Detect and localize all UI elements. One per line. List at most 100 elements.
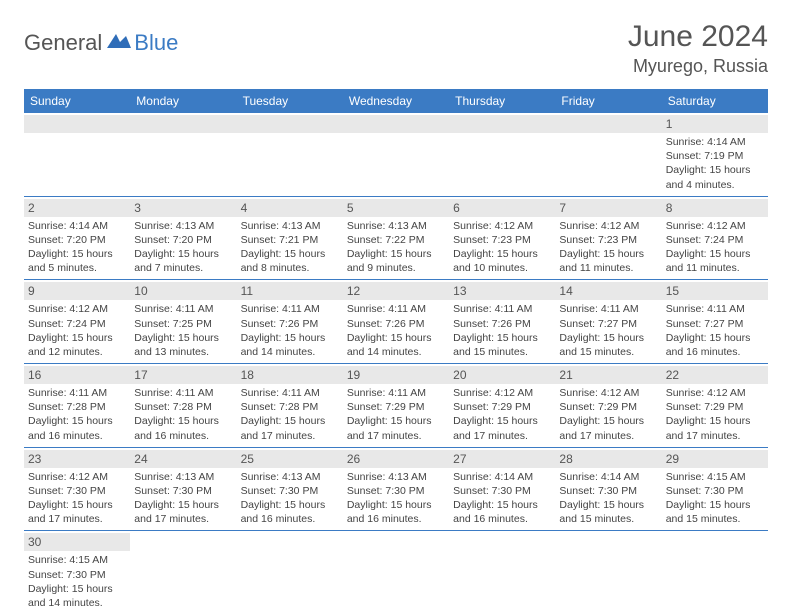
- day-line-sunrise: Sunrise: 4:11 AM: [666, 302, 764, 316]
- logo: General Blue: [24, 30, 178, 56]
- day-line-daylight2: and 14 minutes.: [28, 596, 126, 610]
- day-line-sunset: Sunset: 7:30 PM: [559, 484, 657, 498]
- day-line-daylight1: Daylight: 15 hours: [559, 331, 657, 345]
- day-line-daylight1: Daylight: 15 hours: [28, 582, 126, 596]
- weekday-cell: Wednesday: [343, 89, 449, 113]
- weekday-row: SundayMondayTuesdayWednesdayThursdayFrid…: [24, 89, 768, 113]
- day-line-daylight2: and 17 minutes.: [666, 429, 764, 443]
- day-line-sunrise: Sunrise: 4:12 AM: [559, 219, 657, 233]
- day-line-daylight1: Daylight: 15 hours: [453, 247, 551, 261]
- day-line-sunset: Sunset: 7:30 PM: [666, 484, 764, 498]
- day-line-sunrise: Sunrise: 4:12 AM: [666, 386, 764, 400]
- day-line-sunset: Sunset: 7:29 PM: [666, 400, 764, 414]
- location: Myurego, Russia: [628, 56, 768, 77]
- day-line-sunrise: Sunrise: 4:13 AM: [241, 219, 339, 233]
- day-cell: 5Sunrise: 4:13 AMSunset: 7:22 PMDaylight…: [343, 197, 449, 280]
- day-line-daylight1: Daylight: 15 hours: [666, 247, 764, 261]
- weekday-cell: Friday: [555, 89, 661, 113]
- day-cell: [555, 531, 661, 614]
- day-line-daylight2: and 10 minutes.: [453, 261, 551, 275]
- day-line-sunset: Sunset: 7:27 PM: [666, 317, 764, 331]
- day-line-sunrise: Sunrise: 4:13 AM: [347, 470, 445, 484]
- day-line-sunset: Sunset: 7:24 PM: [666, 233, 764, 247]
- day-cell: 11Sunrise: 4:11 AMSunset: 7:26 PMDayligh…: [237, 280, 343, 363]
- day-line-sunrise: Sunrise: 4:11 AM: [241, 386, 339, 400]
- day-number: 18: [237, 366, 343, 384]
- day-cell: 10Sunrise: 4:11 AMSunset: 7:25 PMDayligh…: [130, 280, 236, 363]
- header: General Blue June 2024 Myurego, Russia: [24, 20, 768, 77]
- day-number: 8: [662, 199, 768, 217]
- day-line-sunset: Sunset: 7:19 PM: [666, 149, 764, 163]
- day-cell: [237, 531, 343, 614]
- day-line-daylight2: and 17 minutes.: [134, 512, 232, 526]
- day-cell: 17Sunrise: 4:11 AMSunset: 7:28 PMDayligh…: [130, 364, 236, 447]
- day-number: 28: [555, 450, 661, 468]
- day-line-daylight1: Daylight: 15 hours: [28, 247, 126, 261]
- day-cell: 26Sunrise: 4:13 AMSunset: 7:30 PMDayligh…: [343, 448, 449, 531]
- day-line-sunset: Sunset: 7:24 PM: [28, 317, 126, 331]
- day-line-sunrise: Sunrise: 4:11 AM: [134, 302, 232, 316]
- day-cell: 24Sunrise: 4:13 AMSunset: 7:30 PMDayligh…: [130, 448, 236, 531]
- day-number: 5: [343, 199, 449, 217]
- day-line-daylight2: and 11 minutes.: [666, 261, 764, 275]
- day-line-daylight2: and 15 minutes.: [453, 345, 551, 359]
- day-number: 7: [555, 199, 661, 217]
- day-line-daylight2: and 16 minutes.: [28, 429, 126, 443]
- weekday-cell: Sunday: [24, 89, 130, 113]
- day-number: 24: [130, 450, 236, 468]
- day-number: 21: [555, 366, 661, 384]
- day-number: 16: [24, 366, 130, 384]
- day-line-sunrise: Sunrise: 4:14 AM: [453, 470, 551, 484]
- week-row: 9Sunrise: 4:12 AMSunset: 7:24 PMDaylight…: [24, 280, 768, 364]
- day-line-daylight1: Daylight: 15 hours: [453, 331, 551, 345]
- day-cell: [555, 113, 661, 196]
- day-line-daylight2: and 15 minutes.: [666, 512, 764, 526]
- day-line-sunset: Sunset: 7:28 PM: [241, 400, 339, 414]
- day-number: 1: [662, 115, 768, 133]
- day-line-daylight1: Daylight: 15 hours: [347, 498, 445, 512]
- day-line-sunrise: Sunrise: 4:14 AM: [28, 219, 126, 233]
- day-line-sunset: Sunset: 7:28 PM: [28, 400, 126, 414]
- day-cell: 14Sunrise: 4:11 AMSunset: 7:27 PMDayligh…: [555, 280, 661, 363]
- day-number: 29: [662, 450, 768, 468]
- day-cell: 7Sunrise: 4:12 AMSunset: 7:23 PMDaylight…: [555, 197, 661, 280]
- day-cell: 30Sunrise: 4:15 AMSunset: 7:30 PMDayligh…: [24, 531, 130, 614]
- day-cell: 23Sunrise: 4:12 AMSunset: 7:30 PMDayligh…: [24, 448, 130, 531]
- day-line-sunrise: Sunrise: 4:12 AM: [28, 470, 126, 484]
- week-row: 2Sunrise: 4:14 AMSunset: 7:20 PMDaylight…: [24, 197, 768, 281]
- day-number-empty: [449, 115, 555, 133]
- day-cell: 27Sunrise: 4:14 AMSunset: 7:30 PMDayligh…: [449, 448, 555, 531]
- day-line-sunset: Sunset: 7:25 PM: [134, 317, 232, 331]
- day-line-daylight1: Daylight: 15 hours: [134, 331, 232, 345]
- day-line-daylight2: and 17 minutes.: [241, 429, 339, 443]
- day-line-daylight2: and 9 minutes.: [347, 261, 445, 275]
- day-cell: 9Sunrise: 4:12 AMSunset: 7:24 PMDaylight…: [24, 280, 130, 363]
- day-line-sunrise: Sunrise: 4:12 AM: [666, 219, 764, 233]
- day-line-daylight2: and 15 minutes.: [559, 512, 657, 526]
- day-number-empty: [237, 115, 343, 133]
- day-cell: 1Sunrise: 4:14 AMSunset: 7:19 PMDaylight…: [662, 113, 768, 196]
- day-line-daylight1: Daylight: 15 hours: [241, 331, 339, 345]
- title-block: June 2024 Myurego, Russia: [628, 20, 768, 77]
- day-number: 26: [343, 450, 449, 468]
- day-line-sunset: Sunset: 7:29 PM: [559, 400, 657, 414]
- day-line-sunset: Sunset: 7:21 PM: [241, 233, 339, 247]
- day-line-daylight1: Daylight: 15 hours: [241, 498, 339, 512]
- day-line-daylight1: Daylight: 15 hours: [347, 414, 445, 428]
- month-title: June 2024: [628, 20, 768, 54]
- day-line-sunset: Sunset: 7:29 PM: [453, 400, 551, 414]
- day-number: 20: [449, 366, 555, 384]
- day-cell: [449, 113, 555, 196]
- day-line-sunset: Sunset: 7:23 PM: [559, 233, 657, 247]
- day-cell: 25Sunrise: 4:13 AMSunset: 7:30 PMDayligh…: [237, 448, 343, 531]
- day-line-sunrise: Sunrise: 4:12 AM: [453, 386, 551, 400]
- day-number: 6: [449, 199, 555, 217]
- day-line-sunset: Sunset: 7:29 PM: [347, 400, 445, 414]
- day-number-empty: [24, 115, 130, 133]
- day-cell: 8 Sunrise: 4:12 AMSunset: 7:24 PMDaylight…: [662, 197, 768, 280]
- day-number: 15: [662, 282, 768, 300]
- day-number: 14: [555, 282, 661, 300]
- day-line-sunrise: Sunrise: 4:12 AM: [28, 302, 126, 316]
- day-line-sunrise: Sunrise: 4:14 AM: [666, 135, 764, 149]
- day-line-sunset: Sunset: 7:30 PM: [241, 484, 339, 498]
